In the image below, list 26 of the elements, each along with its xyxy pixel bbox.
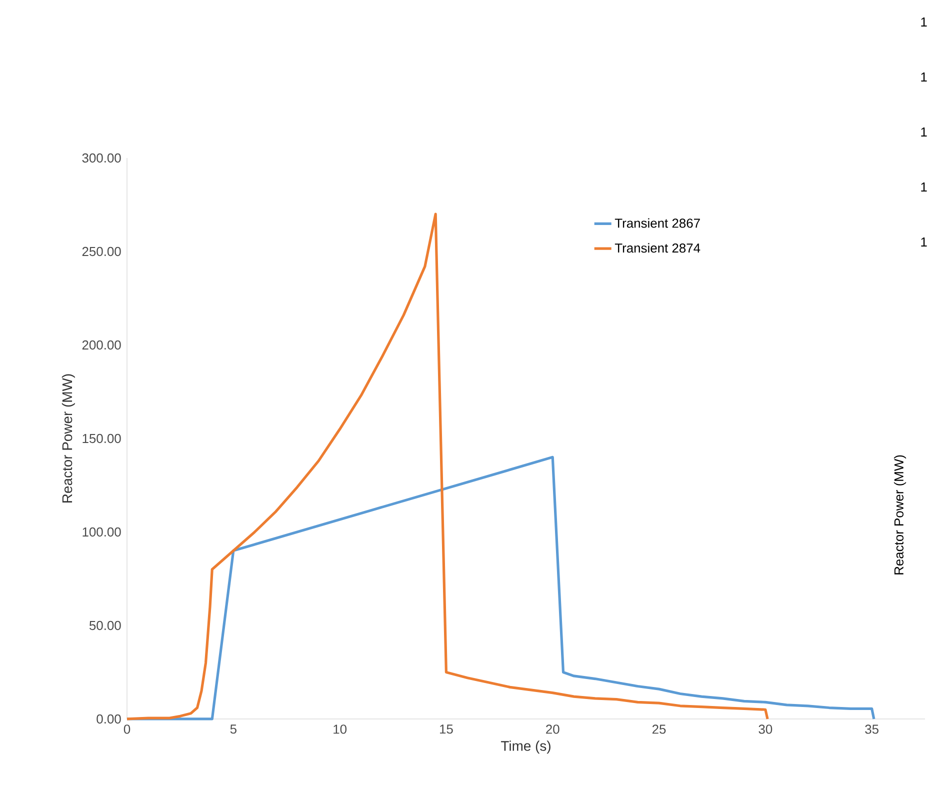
x-tick-label: 0 — [124, 724, 130, 734]
text: Reactor Power (MW) — [894, 455, 906, 574]
x-tick-label: 30 — [758, 724, 772, 734]
x-tick-label: 10 — [334, 724, 347, 734]
x-axis-title: Time (s) — [501, 740, 550, 754]
y-tick-label: 250.00 — [82, 246, 121, 256]
x-tick-label: 15 — [440, 724, 453, 734]
x-tick-label: 25 — [652, 724, 666, 734]
x-tick-label: 5 — [230, 724, 236, 734]
annotation: 1 — [921, 238, 927, 246]
y-tick-label: 50.00 — [89, 620, 121, 630]
text: 1 — [921, 18, 927, 26]
y-tick-label: 0.00 — [96, 714, 121, 724]
y-axis-title: Reactor Power (MW) — [62, 374, 75, 502]
y-tick-label: 200.00 — [82, 340, 121, 350]
y-tick-label: 300.00 — [82, 153, 121, 163]
x-tick-label: 20 — [546, 724, 560, 734]
legend-label: Transient 2874 — [614, 243, 700, 253]
text: 1 — [921, 128, 927, 136]
text: 1 — [921, 72, 927, 82]
annotation: 1 — [921, 182, 927, 192]
line-series — [126, 456, 876, 720]
y-tick-label: 150.00 — [82, 434, 121, 444]
x-tick-label: 35 — [865, 724, 878, 734]
legend-label: Transient 2867 — [614, 218, 700, 228]
y-tick-label: 100.00 — [82, 527, 121, 537]
